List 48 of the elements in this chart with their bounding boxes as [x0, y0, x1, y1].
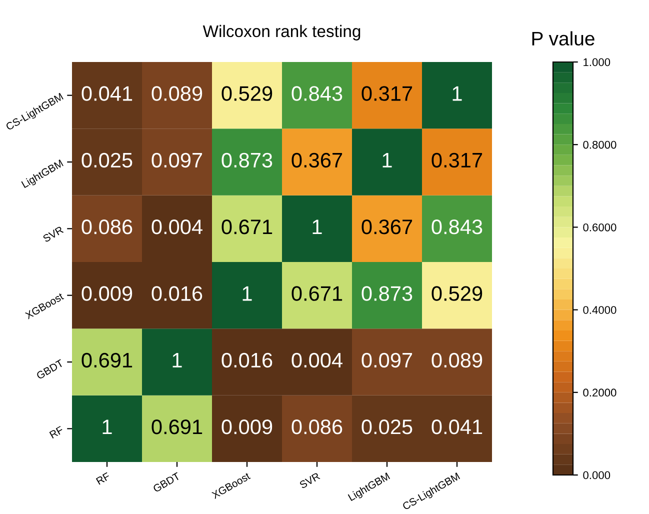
data-label: 0.089 [152, 86, 202, 101]
data-label: 0.041 [432, 420, 482, 434]
data-label: 0.025 [82, 152, 132, 168]
data-label: 0.671 [222, 220, 272, 234]
data-label: 0.025 [362, 420, 412, 434]
data-label: 0.317 [362, 86, 412, 101]
data-label: 0.086 [292, 420, 342, 434]
data-label: 0.004 [292, 352, 342, 368]
data-label: 0.529 [432, 286, 482, 301]
data-label: 0.016 [152, 286, 202, 301]
data-label: 1 [382, 153, 392, 168]
data-label: 0.097 [362, 352, 412, 368]
x-tick-label: SVR [299, 472, 320, 489]
data-label: 0.009 [82, 286, 132, 301]
data-label: 0.004 [152, 220, 202, 234]
color-bar-label: 0.4000 [583, 306, 616, 314]
data-label: 1 [242, 286, 252, 301]
color-bar-label: 0.8000 [583, 140, 616, 149]
data-label: 0.691 [152, 420, 202, 434]
data-label: 0.873 [222, 152, 272, 168]
data-label: 0.041 [82, 86, 132, 101]
data-label: 0.016 [222, 352, 272, 368]
data-label: 1 [102, 420, 112, 434]
data-label: 1 [452, 86, 462, 101]
y-tick-label: SVR [42, 226, 64, 242]
data-label: 0.367 [362, 220, 412, 234]
color-bar-label: 0.000 [583, 471, 610, 480]
chart-title: Wilcoxon rank testing [202, 24, 360, 40]
color-bar-title: P value [532, 31, 594, 46]
data-label: 0.843 [432, 220, 482, 234]
x-tick-label: RF [96, 472, 110, 485]
data-label: 0.009 [222, 420, 272, 434]
data-label: 0.086 [82, 220, 132, 234]
data-label: 0.529 [222, 86, 272, 101]
data-label: 0.317 [432, 152, 482, 168]
data-label: 1 [312, 220, 322, 234]
y-tick-label: RF [49, 426, 64, 438]
data-label: 0.097 [152, 152, 202, 168]
data-label: 0.089 [432, 352, 482, 368]
data-label: 0.367 [292, 152, 342, 168]
data-label: 0.691 [82, 352, 132, 368]
color-bar-label: 0.6000 [583, 223, 616, 232]
color-bar-label: 1.000 [584, 58, 610, 66]
color-bar-label: 0.2000 [583, 388, 616, 397]
data-label: 0.671 [292, 286, 342, 301]
data-label: 1 [172, 353, 182, 368]
data-label: 0.843 [292, 86, 342, 101]
data-label: 0.873 [362, 286, 412, 301]
